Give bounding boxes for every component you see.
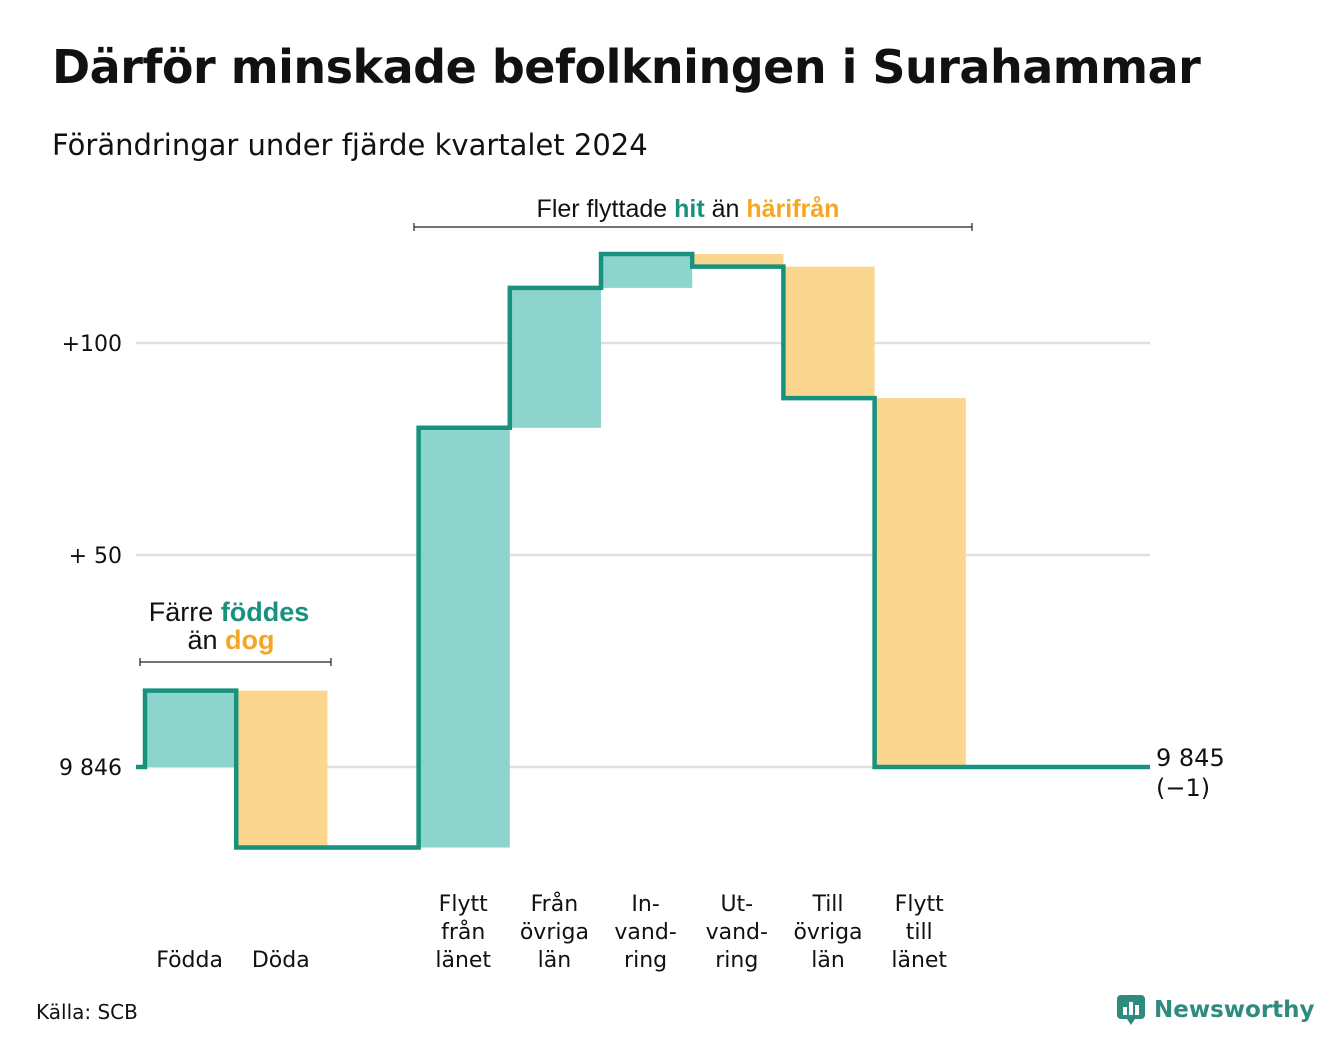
category-label: Till [811,892,843,917]
bar-6 [692,253,784,267]
category-label: Födda [156,948,223,973]
annotation-births-line2-part: än [187,625,225,655]
chart-title: Därför minskade befolkningen i Surahamma… [52,40,1201,94]
chart-subtitle: Förändringar under fjärde kvartalet 2024 [52,128,648,162]
bar-8 [874,398,966,767]
bar-7 [783,266,875,399]
step-line [136,251,1150,850]
annotation-births-line1-part: föddes [221,597,310,627]
category-label: ring [715,948,758,973]
category-label: Döda [252,948,310,973]
bar-5 [601,253,693,288]
end-value-label: (−1) [1156,774,1210,802]
category-label: vand- [614,920,676,945]
y-tick-label: + 50 [69,544,122,569]
category-label: vand- [706,920,768,945]
category-label: In- [631,892,659,917]
annotation-moves-part: än [705,195,747,223]
brand-name: Newsworthy [1154,997,1315,1023]
annotation-moves-part: härifrån [746,195,839,223]
bar-3 [418,427,510,848]
source-note: Källa: SCB [36,1000,138,1024]
annotation-moves-part: hit [674,195,705,223]
bar-0 [145,690,237,767]
annotation-births-line2-part: dog [225,625,274,655]
category-label: Ut- [720,892,753,917]
category-label: län [811,948,845,973]
y-tick-label: 9 846 [59,756,122,781]
category-label: ring [624,948,667,973]
category-label: län [538,948,572,973]
category-label: till [906,920,933,945]
annotation-moves-part: Fler flyttade [537,195,675,223]
annotation-births-line2: än dog [187,625,274,655]
bar-1 [236,690,328,848]
annotation-births-line1: Färre föddes [149,597,310,627]
category-label: från [441,919,485,945]
category-label: Från [531,891,579,917]
end-value-label: 9 845 [1156,744,1225,772]
newsworthy-logo-icon [1117,995,1145,1025]
category-label: övriga [793,920,862,945]
brand-logo: Newsworthy [1116,994,1315,1026]
category-label: länet [891,948,947,973]
annotation-births-line1-part: Färre [149,597,221,627]
category-label: länet [435,948,491,973]
y-tick-label: +100 [62,332,122,357]
bar-4 [509,287,601,428]
category-label: Flytt [439,892,488,917]
category-label: Flytt [895,892,944,917]
category-label: övriga [520,920,589,945]
annotation-moves: Fler flyttade hit än härifrån [537,195,840,223]
